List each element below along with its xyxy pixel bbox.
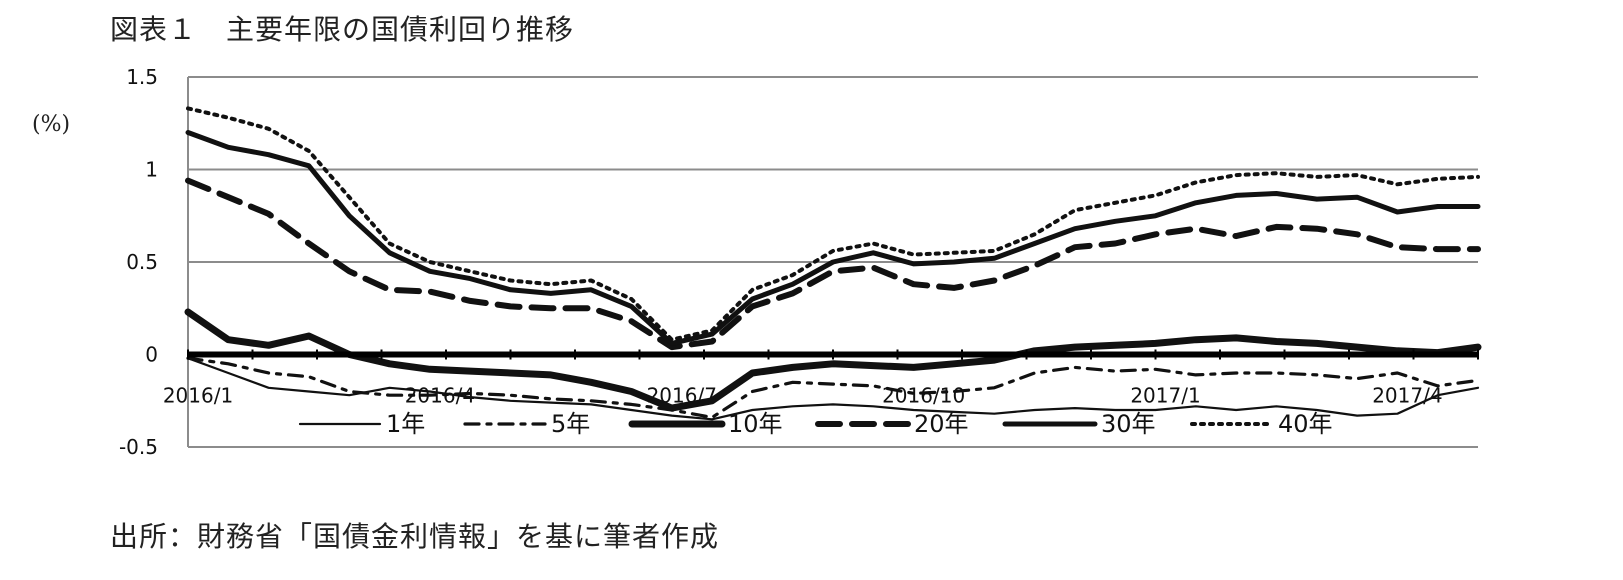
legend-label-3: 10年 <box>728 410 783 438</box>
legend-label-4: 20年 <box>914 410 969 438</box>
x-tick-label: 2016/7 <box>647 384 717 408</box>
series-line-1 <box>186 357 1480 421</box>
legend-label-6: 40年 <box>1278 410 1333 438</box>
legend: 1年 5年 10年 20年 30年 40年 <box>298 410 1333 438</box>
series-line-5 <box>185 130 1481 346</box>
series-line-4 <box>185 177 1481 351</box>
series-line-6 <box>186 106 1480 342</box>
series-lines <box>184 106 1482 421</box>
zero-axis <box>187 349 1479 360</box>
x-tick-label: 2016/10 <box>882 384 965 408</box>
x-tick-label: 2017/4 <box>1372 384 1442 408</box>
x-tick-label: 2016/1 <box>163 384 233 408</box>
y-tick-label: 1 <box>145 158 158 182</box>
y-tick-label: 1.5 <box>126 65 158 89</box>
x-tick-label: 2017/1 <box>1130 384 1200 408</box>
series-line-3 <box>184 308 1482 412</box>
legend-label-2: 5年 <box>551 410 590 438</box>
legend-label-5: 30年 <box>1101 410 1156 438</box>
y-tick-label: 0.5 <box>126 250 158 274</box>
y-tick-label: 0 <box>145 343 158 367</box>
gridlines <box>187 76 1478 448</box>
x-tick-labels: 2016/1 2016/4 2016/7 2016/10 2017/1 2017/4 <box>163 384 1443 408</box>
source-note: 出所：財務省「国債金利情報」を基に筆者作成 <box>110 520 720 553</box>
y-tick-labels: -0.5 0 0.5 1 1.5 <box>119 65 158 459</box>
y-tick-label: -0.5 <box>119 435 158 459</box>
yield-line-chart: -0.500.511.5 2016/1 2016/4 2016/7 2016/10 20… <box>119 65 1482 459</box>
y-axis-unit-label: (%) <box>32 112 71 137</box>
series-line-2 <box>186 356 1480 419</box>
figure-title: 図表１ 主要年限の国債利回り推移 <box>110 13 575 46</box>
x-tick-label: 2016/4 <box>405 384 475 408</box>
legend-label-1: 1年 <box>386 410 425 438</box>
